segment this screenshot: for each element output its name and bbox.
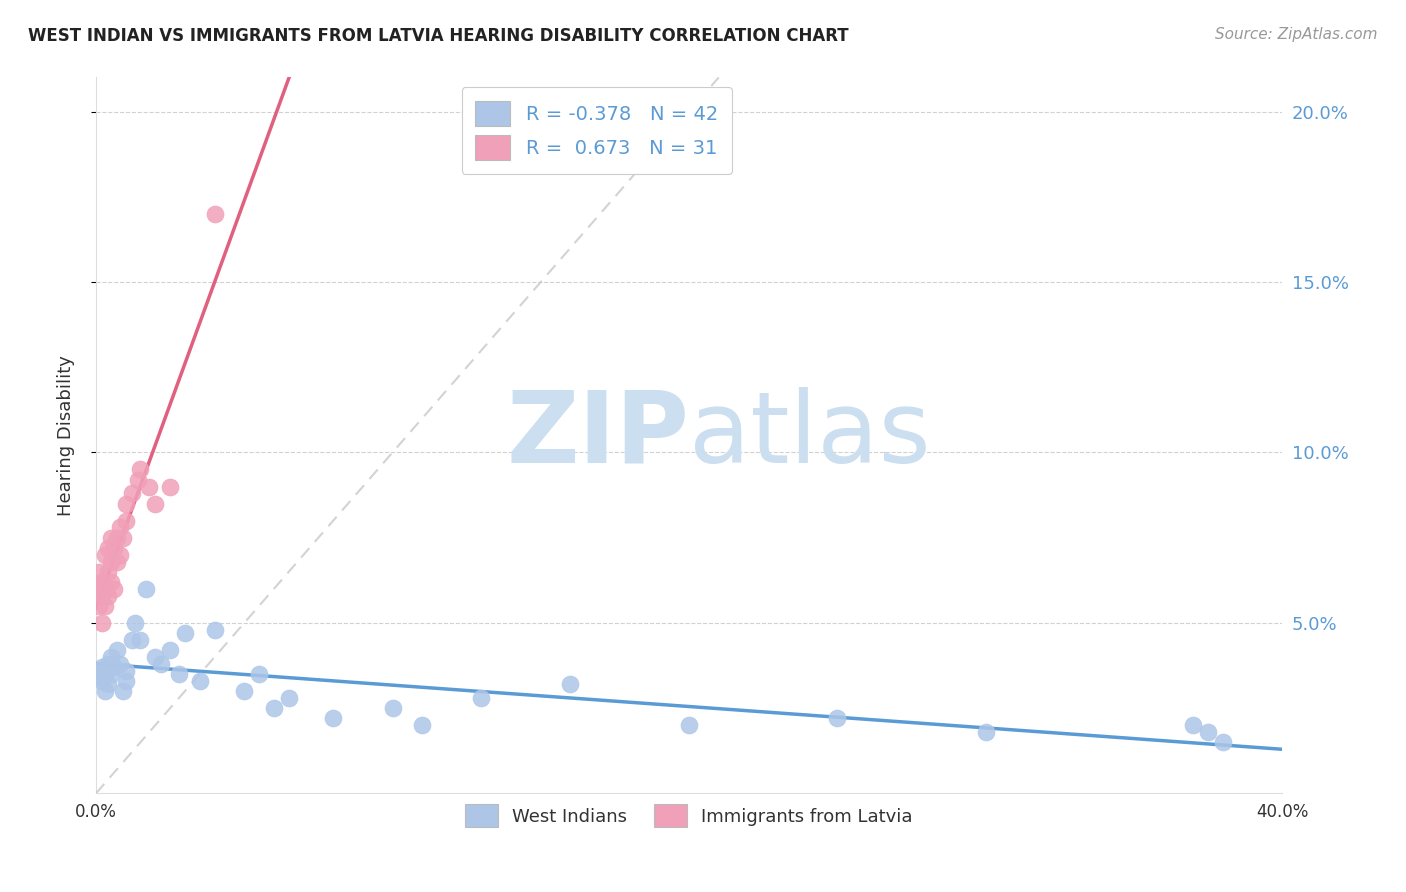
- Text: atlas: atlas: [689, 387, 931, 483]
- Point: [159, 643, 181, 657]
- Point: [247, 667, 270, 681]
- Point: [91, 574, 114, 589]
- Point: [97, 589, 120, 603]
- Point: [188, 673, 211, 688]
- Text: Source: ZipAtlas.com: Source: ZipAtlas.com: [1215, 27, 1378, 42]
- Point: [135, 582, 157, 596]
- Point: [143, 650, 166, 665]
- Point: [827, 711, 849, 725]
- Point: [94, 582, 117, 596]
- Point: [121, 632, 143, 647]
- Point: [167, 667, 190, 681]
- Point: [108, 520, 131, 534]
- Y-axis label: Hearing Disability: Hearing Disability: [58, 355, 75, 516]
- Point: [105, 555, 128, 569]
- Point: [138, 479, 160, 493]
- Point: [1197, 725, 1219, 739]
- Point: [91, 660, 114, 674]
- Point: [97, 677, 120, 691]
- Legend: West Indians, Immigrants from Latvia: West Indians, Immigrants from Latvia: [458, 797, 920, 834]
- Point: [100, 650, 122, 665]
- Point: [87, 664, 110, 678]
- Point: [103, 660, 125, 674]
- Point: [204, 623, 226, 637]
- Point: [1182, 718, 1205, 732]
- Point: [174, 626, 197, 640]
- Point: [124, 615, 146, 630]
- Point: [97, 657, 120, 671]
- Point: [129, 632, 152, 647]
- Point: [1212, 735, 1234, 749]
- Point: [322, 711, 344, 725]
- Point: [100, 531, 122, 545]
- Point: [87, 582, 110, 596]
- Point: [111, 684, 134, 698]
- Point: [277, 690, 299, 705]
- Point: [114, 514, 136, 528]
- Point: [159, 479, 181, 493]
- Point: [87, 599, 110, 613]
- Point: [97, 565, 120, 579]
- Point: [204, 207, 226, 221]
- Point: [127, 473, 149, 487]
- Point: [111, 531, 134, 545]
- Point: [381, 701, 404, 715]
- Point: [108, 657, 131, 671]
- Point: [94, 548, 117, 562]
- Point: [100, 667, 122, 681]
- Point: [678, 718, 700, 732]
- Point: [560, 677, 582, 691]
- Point: [100, 574, 122, 589]
- Point: [114, 497, 136, 511]
- Point: [114, 664, 136, 678]
- Point: [94, 599, 117, 613]
- Point: [103, 582, 125, 596]
- Point: [103, 541, 125, 555]
- Point: [121, 486, 143, 500]
- Point: [105, 531, 128, 545]
- Point: [94, 684, 117, 698]
- Point: [263, 701, 285, 715]
- Point: [470, 690, 492, 705]
- Point: [91, 589, 114, 603]
- Point: [143, 497, 166, 511]
- Point: [87, 670, 110, 684]
- Point: [974, 725, 997, 739]
- Point: [97, 541, 120, 555]
- Point: [108, 548, 131, 562]
- Point: [129, 462, 152, 476]
- Point: [94, 667, 117, 681]
- Point: [91, 673, 114, 688]
- Point: [411, 718, 433, 732]
- Point: [150, 657, 173, 671]
- Text: ZIP: ZIP: [506, 387, 689, 483]
- Point: [105, 643, 128, 657]
- Point: [233, 684, 256, 698]
- Point: [100, 555, 122, 569]
- Point: [87, 565, 110, 579]
- Text: WEST INDIAN VS IMMIGRANTS FROM LATVIA HEARING DISABILITY CORRELATION CHART: WEST INDIAN VS IMMIGRANTS FROM LATVIA HE…: [28, 27, 849, 45]
- Point: [91, 615, 114, 630]
- Point: [114, 673, 136, 688]
